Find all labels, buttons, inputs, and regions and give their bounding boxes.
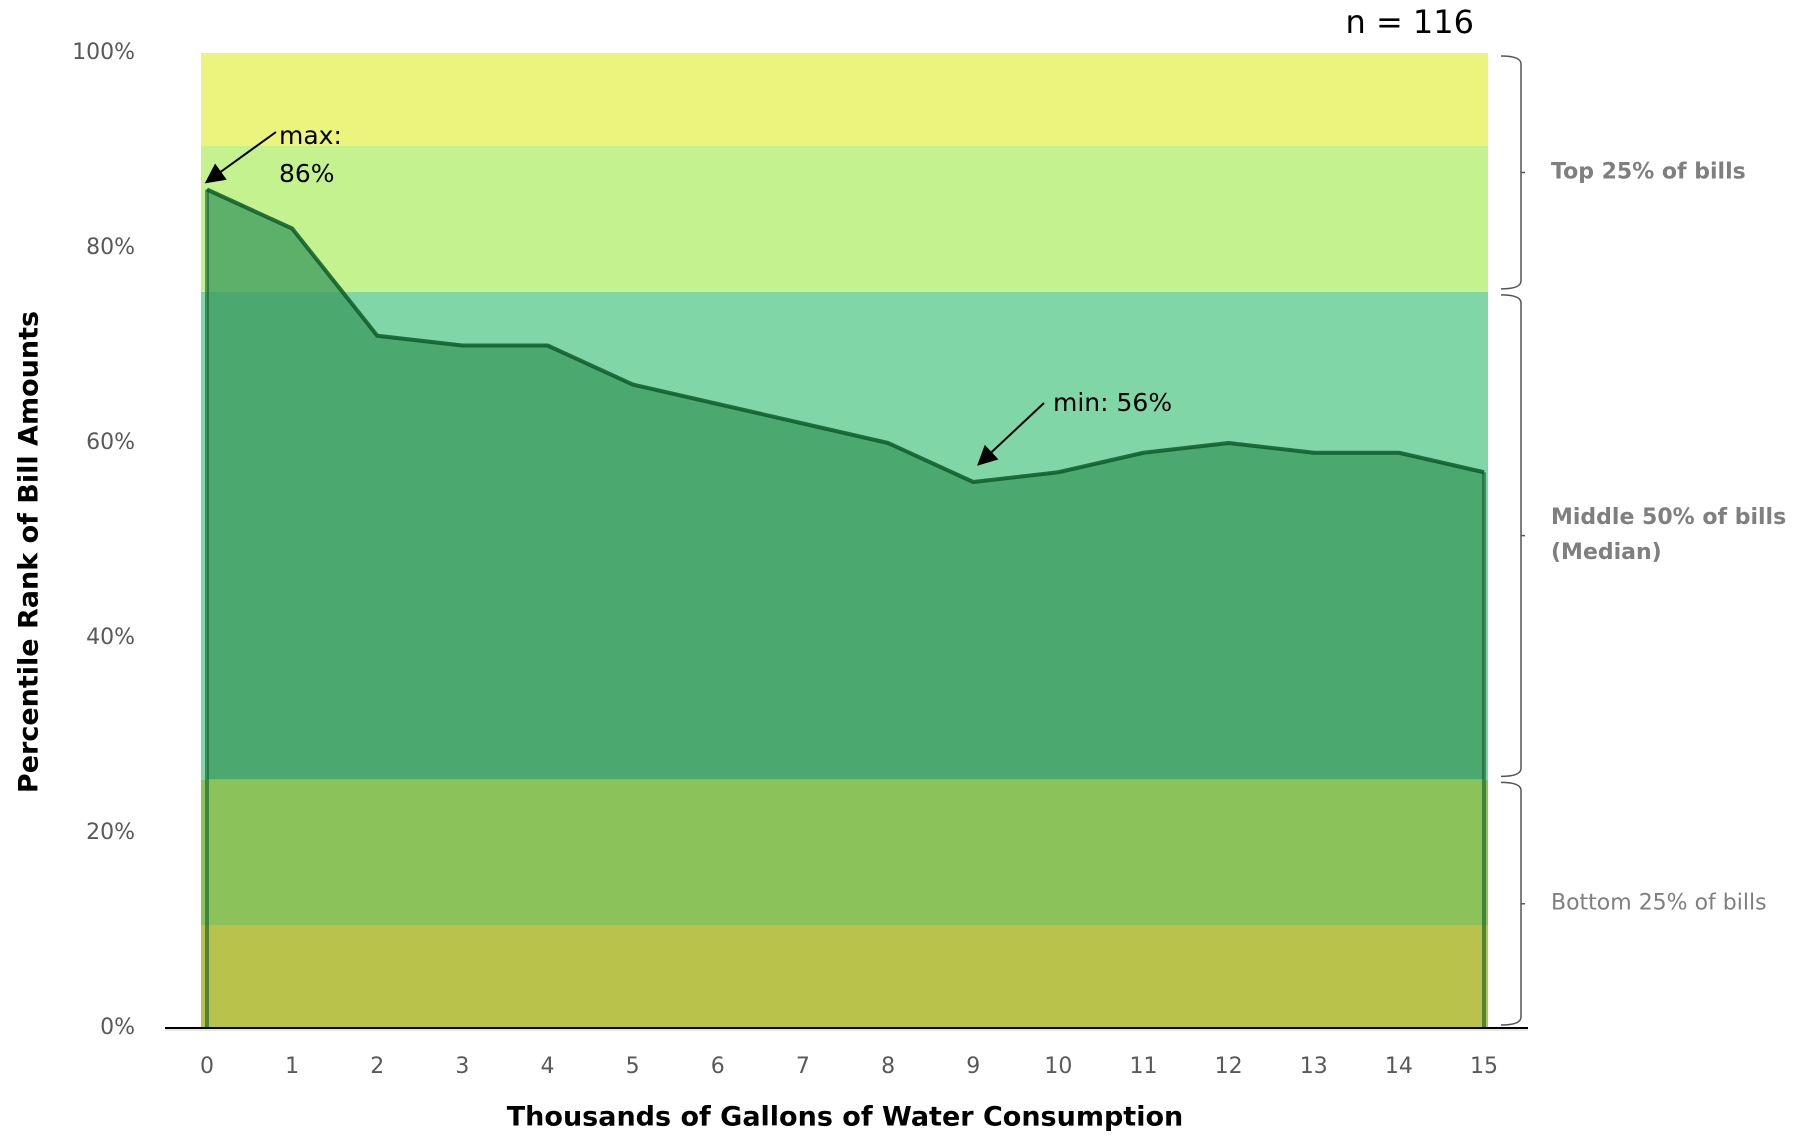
bracket — [1500, 55, 1525, 290]
y-tick-label: 40% — [86, 625, 135, 650]
bracket — [1500, 781, 1525, 1026]
x-tick-label: 6 — [711, 1054, 725, 1079]
band — [201, 53, 1488, 146]
bracket-label: Bottom 25% of bills — [1551, 891, 1767, 916]
y-axis-label: Percentile Rank of Bill Amounts — [14, 311, 45, 793]
area — [207, 189, 1484, 780]
x-tick-label: 10 — [1044, 1054, 1072, 1079]
x-tick-label: 1 — [285, 1054, 299, 1079]
bracket-label: Top 25% of bills — [1551, 159, 1746, 184]
band — [201, 779, 1488, 926]
y-tick-label: 100% — [72, 40, 135, 65]
x-tick-label: 14 — [1385, 1054, 1413, 1079]
x-tick-label: 15 — [1470, 1054, 1498, 1079]
x-tick-label: 7 — [796, 1054, 810, 1079]
line — [206, 187, 1485, 484]
x-tick-label: 0 — [200, 1054, 214, 1079]
max-annotation: max: — [279, 121, 342, 150]
y-tick-label: 60% — [86, 430, 135, 455]
x-tick-label: 5 — [626, 1054, 640, 1079]
y-tick-label: 80% — [86, 235, 135, 260]
x-tick-label: 13 — [1300, 1054, 1328, 1079]
band — [201, 925, 1488, 1028]
max-annotation: 86% — [279, 159, 335, 188]
min-annotation: min: 56% — [1053, 388, 1172, 417]
x-tick-label: 2 — [370, 1054, 384, 1079]
min-arrow — [977, 402, 1045, 466]
y-tick-label: 0% — [100, 1015, 135, 1040]
x-tick-label: 8 — [881, 1054, 895, 1079]
max-arrow — [204, 131, 277, 184]
bracket — [1500, 294, 1525, 778]
x-tick-label: 3 — [455, 1054, 469, 1079]
band — [201, 145, 1488, 292]
x-tick-label: 9 — [966, 1054, 980, 1079]
y-tick-label: 20% — [86, 820, 135, 845]
x-axis-label: Thousands of Gallons of Water Consumptio… — [507, 1102, 1184, 1133]
x-tick-label: 12 — [1215, 1054, 1243, 1079]
x-tick-label: 11 — [1129, 1054, 1157, 1079]
x-tick-label: 4 — [541, 1054, 555, 1079]
sample-size: n = 116 — [1345, 3, 1474, 41]
bracket-label: Middle 50% of bills — [1551, 505, 1786, 530]
bracket-label: (Median) — [1551, 540, 1662, 565]
